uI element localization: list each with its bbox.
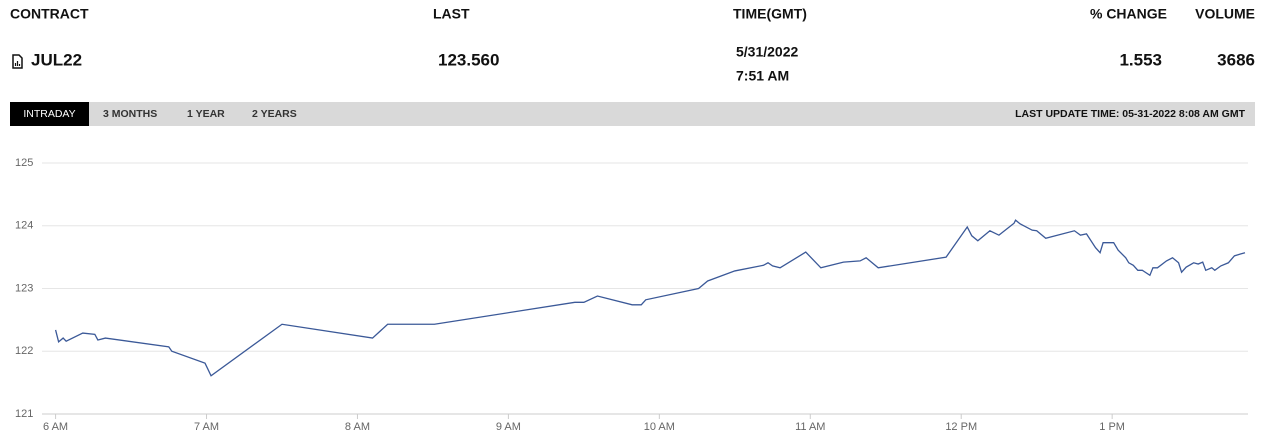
last-price: 123.560	[438, 50, 499, 69]
x-tick-label: 7 AM	[194, 421, 219, 433]
volume: 3686	[1217, 50, 1255, 69]
x-tick-label: 9 AM	[496, 421, 521, 433]
column-header: VOLUME	[1195, 6, 1255, 22]
x-tick-label: 6 AM	[43, 421, 68, 433]
x-tick-label: 11 AM	[795, 421, 825, 433]
tab[interactable]: 2 YEARS	[252, 108, 297, 120]
x-tick-label: 8 AM	[345, 421, 370, 433]
percent-change: 1.553	[1119, 50, 1162, 69]
tab-bar	[10, 102, 1255, 126]
x-tick-label: 10 AM	[644, 421, 675, 433]
chart: 121 122 123 124 125 6 AM 7 AM 8 AM 9 AM 10 AM 11 A…	[15, 157, 1248, 433]
tab[interactable]: 1 YEAR	[187, 108, 225, 120]
y-tick-label: 124	[15, 220, 33, 232]
column-header: CONTRACT	[10, 6, 89, 22]
column-header: TIME(GMT)	[733, 6, 807, 22]
tab[interactable]: INTRADAY	[23, 108, 75, 120]
x-tick-label: 12 PM	[945, 421, 977, 433]
y-tick-label: 122	[15, 345, 33, 357]
date: 5/31/2022	[736, 44, 798, 60]
x-tick-label: 1 PM	[1099, 421, 1125, 433]
y-tick-label: 123	[15, 282, 33, 294]
y-tick-label: 121	[15, 408, 33, 420]
doc-icon	[12, 54, 23, 69]
last-update: LAST UPDATE TIME: 05-31-2022 8:08 AM GMT	[1015, 108, 1245, 120]
price-line	[54, 219, 1246, 377]
active-tab-bg	[10, 102, 89, 126]
y-tick-label: 125	[15, 157, 33, 169]
column-header: % CHANGE	[1090, 6, 1167, 22]
time: 7:51 AM	[736, 68, 789, 84]
tab[interactable]: 3 MONTHS	[103, 108, 157, 120]
contract[interactable]: JUL22	[31, 50, 82, 69]
column-header: LAST	[433, 6, 470, 22]
